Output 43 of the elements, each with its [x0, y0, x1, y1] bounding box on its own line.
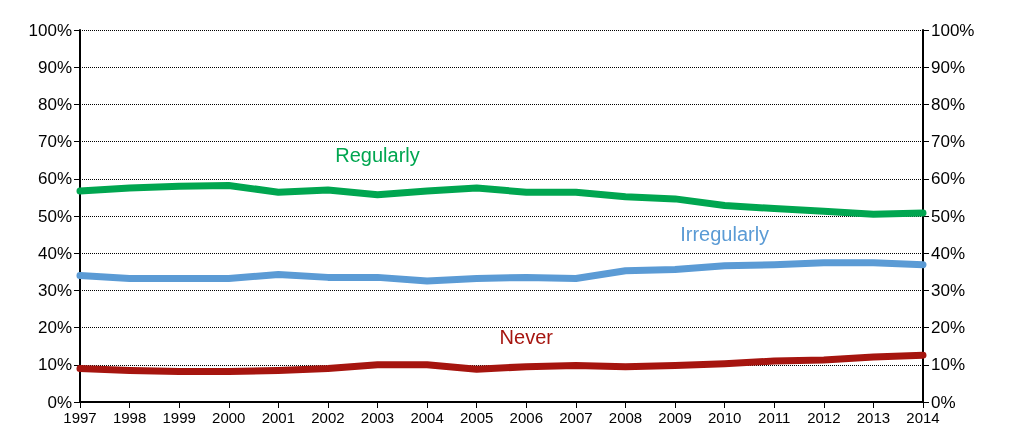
x-tick-label: 2012: [807, 409, 841, 426]
y2-tick-label: 80%: [931, 94, 966, 114]
x-tick-label: 2004: [410, 409, 444, 426]
x-tick-label: 2010: [707, 409, 742, 426]
x-tick-label: 2000: [212, 409, 246, 426]
y-tick-label: 20%: [37, 318, 72, 338]
y-tick-label: 80%: [37, 94, 72, 114]
x-tick-label: 2003: [360, 409, 395, 426]
y-tick-label: 70%: [37, 132, 72, 152]
y-tick-label: 100%: [28, 20, 72, 40]
x-tick-label: 1998: [112, 409, 147, 426]
series-label: Regularly: [335, 143, 420, 166]
series-label: Irregularly: [680, 222, 770, 245]
y2-tick-label: 10%: [931, 355, 966, 375]
x-tick-label: 2007: [559, 409, 593, 426]
y2-tick-label: 90%: [931, 57, 966, 77]
x-tick-label: 2011: [758, 409, 791, 426]
y2-tick-label: 100%: [931, 20, 975, 40]
x-tick-label: 2009: [658, 409, 692, 426]
x-tick-label: 2014: [906, 409, 940, 426]
x-tick-label: 2008: [608, 409, 643, 426]
x-tick-label: 2013: [856, 409, 891, 426]
x-tick-label: 1997: [63, 409, 97, 426]
y-tick-label: 0%: [47, 392, 72, 412]
x-tick-label: 2005: [460, 409, 494, 426]
y-tick-label: 30%: [37, 280, 72, 300]
y-tick-label: 10%: [37, 355, 72, 375]
x-tick-label: 2006: [509, 409, 543, 426]
y-tick-label: 40%: [37, 243, 72, 263]
y2-tick-label: 60%: [931, 169, 966, 189]
y2-tick-label: 20%: [931, 318, 966, 338]
y2-tick-label: 50%: [931, 206, 966, 226]
x-tick-label: 2001: [261, 409, 296, 426]
y2-tick-label: 30%: [931, 280, 966, 300]
y-tick-label: 60%: [37, 169, 72, 189]
y2-tick-label: 0%: [931, 392, 956, 412]
y-tick-label: 90%: [37, 57, 72, 77]
y2-tick-label: 70%: [931, 132, 966, 152]
y-tick-label: 50%: [37, 206, 72, 226]
x-tick-label: 1999: [162, 409, 196, 426]
series-label: Never: [499, 325, 554, 348]
y2-tick-label: 40%: [931, 243, 966, 263]
x-tick-label: 2002: [311, 409, 345, 426]
